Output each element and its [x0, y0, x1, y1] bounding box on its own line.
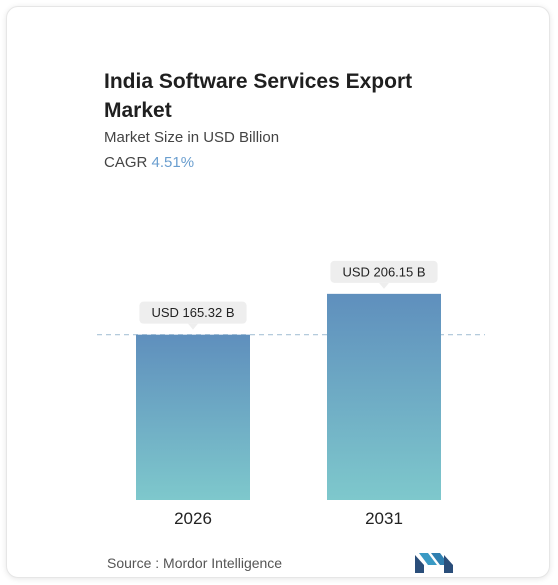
- data-label-box-2031: [330, 260, 438, 283]
- mordor-intelligence-logo-icon: [415, 553, 453, 573]
- chart-subtitle: Market Size in USD Billion: [104, 129, 280, 146]
- source-text: Source : Mordor Intelligence: [107, 555, 283, 571]
- cagr-label: CAGR: [104, 154, 148, 171]
- data-label-box-2026: [139, 301, 247, 324]
- data-label-pointer-2026: [188, 323, 198, 330]
- bar-2026: [136, 334, 250, 500]
- bar-2031: [327, 293, 441, 500]
- chart-card: India Software Services Export Market Ma…: [6, 6, 550, 578]
- cagr-text: CAGR 4.51%: [104, 154, 194, 171]
- chart-title: India Software Services Export Market: [104, 70, 413, 122]
- bar-chart: USD 165.32 B 2026 USD 206.15 B 2031: [97, 260, 485, 528]
- data-label-pointer-2031: [379, 282, 389, 289]
- data-label-2031: USD 206.15 B: [342, 264, 425, 279]
- data-label-2026: USD 165.32 B: [151, 305, 234, 320]
- x-tick-label-2031: 2031: [365, 509, 403, 528]
- x-tick-label-2026: 2026: [174, 509, 212, 528]
- cagr-value: 4.51%: [151, 154, 195, 171]
